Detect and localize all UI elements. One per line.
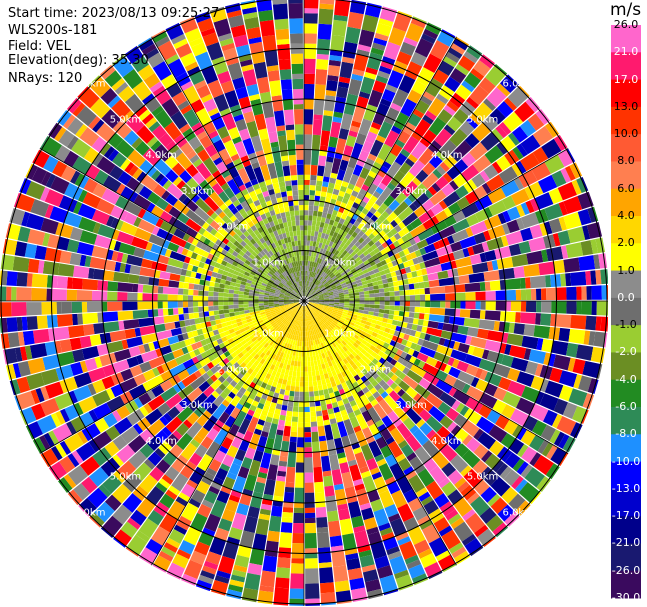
colorbar-tick-label: -2.0 bbox=[615, 345, 637, 359]
colorbar-tick-label: -8.0 bbox=[615, 427, 637, 441]
range-ring-label: 2.0km bbox=[360, 364, 391, 375]
range-ring-label: 5.0km bbox=[110, 472, 141, 483]
nrays-label: NRays: 120 bbox=[8, 71, 83, 86]
range-ring-label: 5.0km bbox=[110, 114, 141, 125]
colorbar-swatch bbox=[611, 188, 641, 217]
colorbar-tick-label: 4.0 bbox=[617, 209, 635, 222]
colorbar-unit-label: m/s bbox=[610, 0, 642, 20]
colorbar-swatch bbox=[611, 161, 641, 190]
colorbar-swatch bbox=[611, 379, 641, 408]
colorbar-tick-label: 13.0 bbox=[613, 99, 639, 113]
azimuth-spoke bbox=[303, 36, 457, 302]
range-ring-label: 3.0km bbox=[395, 400, 426, 411]
range-ring-label: 2.0km bbox=[217, 222, 248, 233]
range-ring-label: 5.0km bbox=[467, 114, 498, 125]
range-ring-label: 3.0km bbox=[395, 186, 426, 197]
colorbar-swatch bbox=[611, 243, 641, 272]
colorbar-swatch bbox=[611, 407, 641, 435]
colorbar-tick-label: -1.0 bbox=[615, 318, 637, 332]
azimuth-spoke bbox=[151, 36, 305, 302]
colorbar-swatch bbox=[611, 543, 641, 572]
colorbar-swatch bbox=[611, 488, 641, 517]
colorbar-tick-label: 21.0 bbox=[613, 45, 639, 59]
colorbar-swatch bbox=[611, 25, 641, 53]
range-ring-label: 1.0km bbox=[253, 329, 284, 340]
colorbar-swatch bbox=[611, 434, 641, 463]
range-ring-label: 2.0km bbox=[360, 222, 391, 233]
colorbar-swatch bbox=[611, 516, 641, 544]
colorbar-tick-label: -21.0 bbox=[611, 536, 641, 550]
colorbar-tick-label: 0.0 bbox=[617, 290, 635, 304]
range-ring-label: 4.0km bbox=[145, 436, 176, 447]
colorbar-tick-label: -6.0 bbox=[615, 400, 637, 413]
range-rings bbox=[0, 0, 608, 606]
colorbar-swatch bbox=[611, 352, 641, 381]
instrument-label: WLS200s-181 bbox=[8, 23, 98, 38]
range-ring-label: 2.0km bbox=[217, 364, 248, 375]
colorbar-tick-label: 17.0 bbox=[613, 72, 639, 86]
colorbar-tick-label: 1.0 bbox=[617, 263, 635, 277]
colorbar-tick-label: 10.0 bbox=[613, 127, 639, 141]
range-ring-label: 5.0km bbox=[467, 472, 498, 483]
colorbar-tick-label: -10.0 bbox=[611, 454, 641, 468]
start-time-label: Start time: 2023/08/13 09:25:27 bbox=[8, 6, 220, 21]
colorbar-swatch bbox=[611, 216, 641, 244]
colorbar-swatch bbox=[611, 52, 641, 81]
range-ring-label: 1.0km bbox=[324, 329, 355, 340]
velocity-field bbox=[0, 0, 608, 606]
range-ring-label: 1.0km bbox=[324, 257, 355, 268]
range-ring-label: 4.0km bbox=[431, 150, 462, 161]
colorbar-tick-label: 6.0 bbox=[617, 181, 635, 195]
range-ring-label: 1.0km bbox=[253, 257, 284, 268]
colorbar-swatch bbox=[611, 325, 641, 353]
range-ring-label: 3.0km bbox=[181, 400, 212, 411]
ppi-plot: 1.0km 1.0km 1.0km 1.0km 2.0km 2.0km 2.0km 2.0km… bbox=[0, 0, 608, 606]
colorbar-swatch bbox=[611, 297, 641, 326]
range-ring-label: 3.0km bbox=[181, 186, 212, 197]
colorbar-swatch bbox=[611, 570, 641, 599]
azimuth-spoke bbox=[303, 300, 457, 566]
colorbar-swatch bbox=[611, 79, 641, 108]
colorbar-tick-label: 26.0 bbox=[613, 18, 639, 31]
azimuth-spoke bbox=[303, 148, 569, 302]
azimuth-spoke bbox=[303, 300, 569, 454]
range-ring-label: 6.0km bbox=[74, 507, 105, 518]
colorbar bbox=[611, 25, 641, 599]
colorbar-tick-label: -4.0 bbox=[615, 372, 637, 386]
colorbar-tick-label: -26.0 bbox=[611, 563, 641, 577]
azimuth-spoke bbox=[39, 300, 305, 454]
colorbar-swatch bbox=[611, 134, 641, 162]
range-ring-label: 6.0km bbox=[503, 79, 534, 90]
colorbar-swatch bbox=[611, 106, 641, 135]
elevation-label: Elevation(deg): 35.30 bbox=[8, 53, 149, 68]
colorbar-tick-label: -30.0 bbox=[611, 591, 641, 604]
range-ring-label: 4.0km bbox=[431, 436, 462, 447]
range-ring-label: 4.0km bbox=[145, 150, 176, 161]
field-label: Field: VEL bbox=[8, 39, 71, 54]
colorbar-tick-label: -13.0 bbox=[611, 481, 641, 495]
range-ring-label: 6.0km bbox=[74, 79, 105, 90]
colorbar-swatch bbox=[611, 270, 641, 299]
azimuth-spoke bbox=[151, 300, 305, 566]
colorbar-swatch bbox=[611, 461, 641, 490]
colorbar-tick-label: -17.0 bbox=[611, 509, 641, 523]
range-ring-label: 6.0km bbox=[503, 507, 534, 518]
azimuth-spoke bbox=[39, 148, 305, 302]
colorbar-tick-label: 8.0 bbox=[617, 154, 635, 168]
colorbar-tick-label: 2.0 bbox=[617, 236, 635, 250]
